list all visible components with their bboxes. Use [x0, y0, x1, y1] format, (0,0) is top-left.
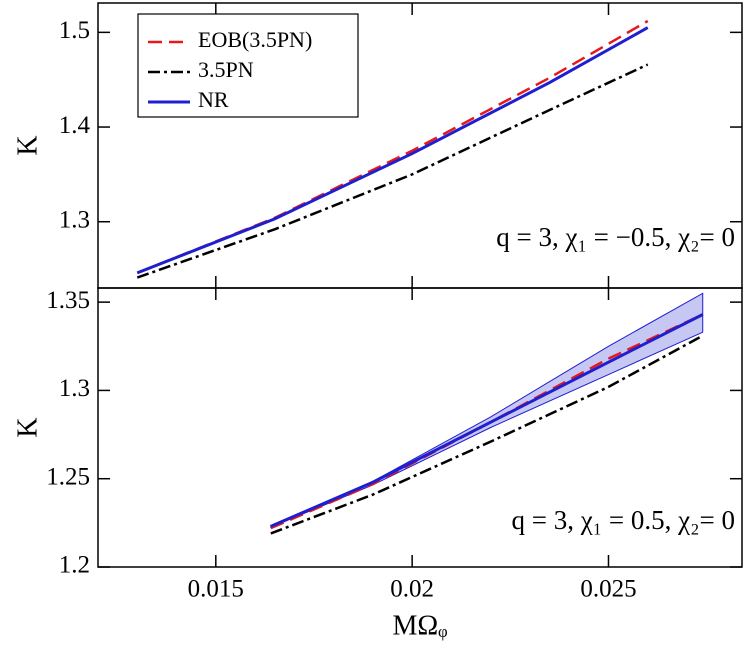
- legend-box: [137, 13, 359, 118]
- y-axis-label: K: [12, 417, 43, 437]
- legend-label: 3.5PN: [198, 57, 254, 82]
- series-line: [136, 19, 649, 275]
- series-line: [136, 26, 649, 275]
- x-tick-label: 0.025: [580, 576, 636, 603]
- y-tick-label: 1.3: [59, 206, 90, 233]
- series-line: [270, 313, 704, 528]
- legend-label: EOB(3.5PN): [198, 27, 312, 52]
- x-tick-label: 0.015: [188, 576, 244, 603]
- y-tick-label: 1.3: [59, 375, 90, 402]
- y-axis-label: K: [12, 135, 43, 155]
- series-line: [270, 334, 704, 535]
- y-tick-label: 1.35: [46, 287, 90, 314]
- nr-error-band: [270, 292, 704, 529]
- y-tick-label: 1.25: [46, 463, 90, 490]
- y-tick-label: 1.4: [59, 112, 91, 139]
- y-tick-label: 1.2: [59, 552, 90, 579]
- annotation: q = 3, χ₁ = −0.5, χ₂= 0: [496, 222, 735, 252]
- x-axis-label: MΩᵩ: [392, 610, 447, 641]
- y-tick-label: 1.5: [59, 17, 90, 44]
- legend-label: NR: [198, 87, 229, 112]
- annotation: q = 3, χ₁ = 0.5, χ₂= 0: [512, 505, 735, 535]
- plot-frame: [97, 287, 743, 568]
- series-line: [136, 63, 649, 279]
- x-tick-label: 0.02: [390, 576, 434, 603]
